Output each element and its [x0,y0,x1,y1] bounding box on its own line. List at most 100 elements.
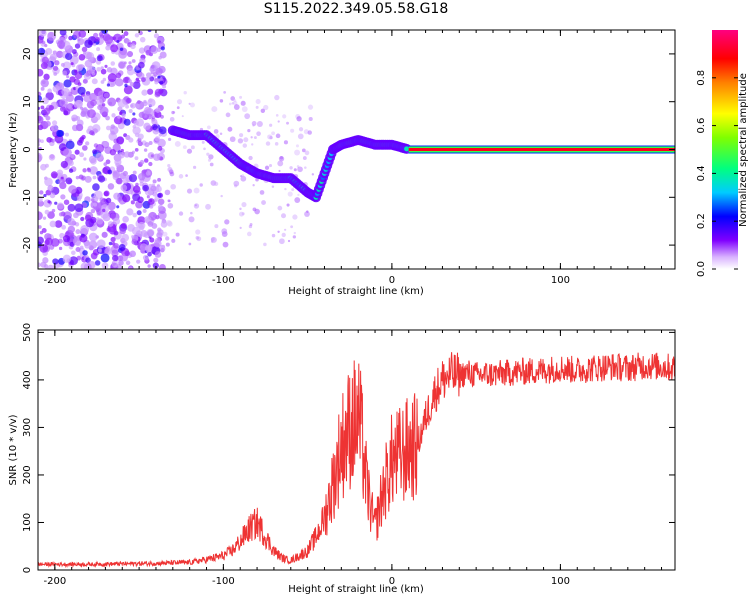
spectrogram-noise-mark [97,104,103,111]
spectrogram-noise-mark [123,151,131,158]
carrier-band-core [408,148,675,151]
spectrogram-noise-mark [287,239,291,243]
spectrogram-noise-mark [153,214,157,218]
spectrogram-noise-mark [242,143,247,148]
spectrogram-noise-mark [59,232,65,239]
spectrogram-noise-mark [47,200,51,204]
spectrogram-noise-mark [62,148,72,158]
spectrogram-noise-mark [45,237,54,246]
spectrogram-noise-mark [153,239,162,248]
spectrogram-noise-mark [69,76,76,83]
spectrogram-noise-mark [45,120,51,127]
spectrogram-noise-mark [293,231,296,235]
spectrogram-noise-mark [38,47,46,56]
spectrogram-noise-mark [145,170,151,176]
spectrogram-noise-mark [144,142,150,148]
spectrogram-noise-mark [95,143,105,153]
spectrogram-noise-mark [160,46,165,51]
spectrogram-noise-mark [106,227,111,232]
spectrogram-noise-mark [228,102,232,106]
spectrogram-noise-mark [139,159,145,165]
snr-y-tick-label: 100 [22,513,33,532]
spectrogram-noise-mark [306,210,309,213]
spectrogram-noise-mark [167,163,171,168]
spectrogram-noise-mark [178,174,184,179]
spectrogram-noise-mark [96,55,103,62]
spectrogram-noise-mark [155,185,162,193]
snr-x-tick-label: -200 [44,576,67,587]
spectrogram-noise-mark [84,175,92,183]
spectrogram-noise-mark [38,153,43,162]
spectrogram-noise-mark [73,212,79,219]
spectrogram-noise-mark [103,92,109,98]
spectrogram-noise-mark [63,110,69,116]
spectrogram-noise-mark [116,177,123,185]
spectrogram-noise-mark [101,262,109,269]
spectrogram-noise-mark [186,148,193,154]
spectrogram-noise-mark [302,156,307,161]
spectrogram-noise-mark [126,50,134,58]
spectrogram-noise-mark [141,89,148,96]
spectrogram-noise-mark [246,231,252,237]
spectrogram-noise-mark [243,137,249,143]
spectrogram-noise-mark [297,193,300,196]
spectrogram-noise-mark [241,201,247,208]
spectrogram-noise-mark [90,208,95,213]
spectrogram-noise-mark [207,125,211,130]
spectrogram-noise-mark [148,141,153,145]
spectrogram-noise-mark [70,62,74,66]
spectrogram-noise-mark [47,88,52,94]
spectrogram-noise-mark [206,152,210,156]
spectrogram-noise-mark [205,203,211,210]
colorbar: 0.0 0.2 0.4 0.6 0.8 Normalized spectral ampl… [696,30,749,277]
spectrogram-noise-mark [269,123,273,127]
spectrogram-noise-mark [267,134,273,140]
spectrogram-noise-mark [183,90,187,95]
spectrogram-noise-mark [174,140,181,147]
spectrogram-noise-mark [81,46,88,53]
spectrogram-noise-mark [278,156,285,162]
spectrogram-noise-mark [170,183,176,190]
spectrogram-noise-mark [185,174,188,177]
spectrogram-noise-mark [71,250,76,256]
spectrogram-noise-mark [77,38,81,42]
spectrogram-noise-mark [40,139,44,144]
spectrogram-ridge-core [404,146,410,152]
spectrogram-noise-mark [132,112,136,116]
spectrogram-y-tick-label: -20 [22,237,33,253]
spectrogram-noise-mark [157,138,166,148]
spectrogram-noise-mark [265,141,271,146]
spectrogram-noise-mark [75,229,81,235]
spectrogram-noise-mark [145,49,152,56]
spectrogram-noise-mark [89,130,95,136]
spectrogram-noise-mark [38,68,44,77]
spectrogram-noise-mark [131,239,138,245]
spectrogram-noise-mark [149,76,155,82]
spectrogram-noise-mark [263,242,267,247]
colorbar-gradient [712,30,738,269]
spectrogram-noise-mark [181,115,184,118]
spectrogram-noise-mark [274,94,280,101]
spectrogram-noise-mark [49,220,57,228]
spectrogram-noise-mark [147,264,151,268]
spectrogram-noise-mark [38,225,42,229]
spectrogram-noise-mark [123,85,133,95]
spectrogram-noise-mark [81,145,88,151]
spectrogram-noise-mark [58,143,67,152]
spectrogram-y-tick-label: 20 [22,48,33,61]
snr-frame [37,329,676,571]
spectrogram-noise-mark [91,78,98,85]
spectrogram-noise-mark [101,103,106,107]
spectrogram-noise-mark [268,164,273,168]
spectrogram-marks [38,30,675,269]
spectrogram-noise-mark [275,133,281,139]
spectrogram-noise-mark [80,106,84,110]
spectrogram-noise-mark [239,207,242,211]
spectrogram-noise-mark [38,36,44,44]
spectrogram-noise-mark [67,218,76,226]
spectrogram-noise-mark [107,201,116,211]
spectrogram-noise-mark [61,224,67,230]
spectrogram-noise-mark [111,249,119,257]
spectrogram-noise-mark [38,138,41,143]
spectrogram-noise-mark [274,142,279,146]
